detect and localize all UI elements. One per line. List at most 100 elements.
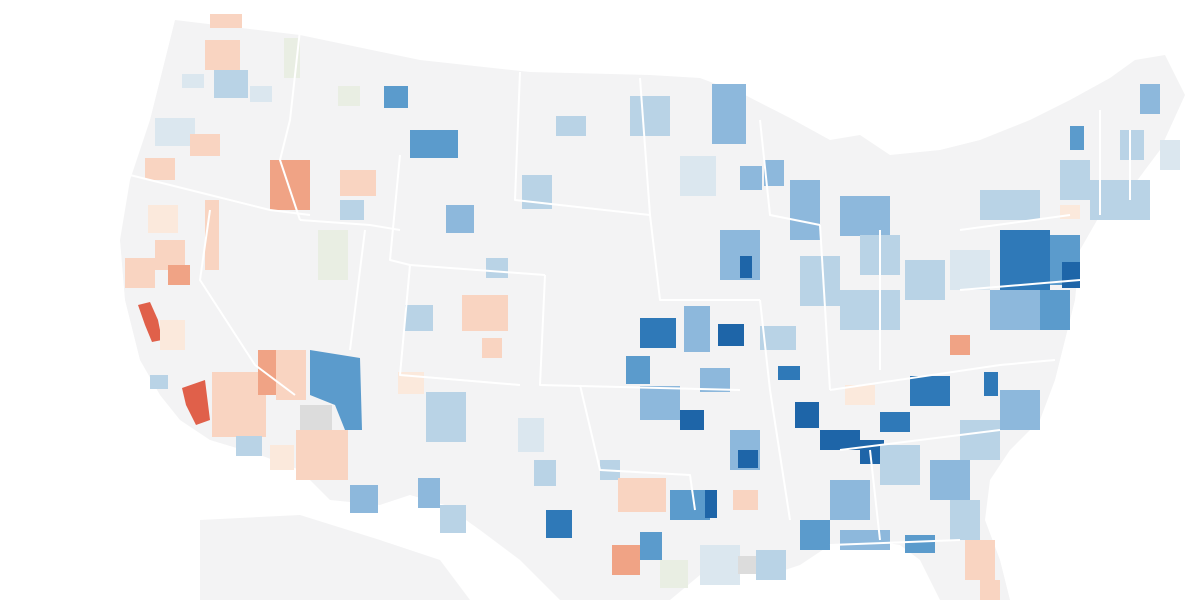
metro-region[interactable] bbox=[205, 40, 240, 70]
metro-region[interactable] bbox=[712, 84, 746, 144]
metro-region[interactable] bbox=[138, 302, 162, 342]
metro-region[interactable] bbox=[150, 375, 168, 389]
metro-region[interactable] bbox=[1070, 126, 1084, 150]
metro-region[interactable] bbox=[212, 372, 266, 437]
metro-region[interactable] bbox=[700, 368, 730, 392]
metro-region[interactable] bbox=[410, 130, 458, 158]
metro-region[interactable] bbox=[270, 445, 294, 470]
metro-region[interactable] bbox=[845, 385, 875, 405]
metro-region[interactable] bbox=[1040, 290, 1070, 330]
metro-region[interactable] bbox=[733, 490, 758, 510]
metro-region[interactable] bbox=[534, 460, 556, 486]
metro-region[interactable] bbox=[462, 295, 508, 331]
metro-region[interactable] bbox=[880, 412, 910, 432]
metro-region[interactable] bbox=[740, 166, 762, 190]
metro-region[interactable] bbox=[1000, 390, 1040, 430]
metro-region[interactable] bbox=[790, 180, 820, 240]
metro-region[interactable] bbox=[1000, 230, 1050, 290]
metro-region[interactable] bbox=[840, 530, 890, 550]
metro-region[interactable] bbox=[155, 118, 195, 146]
metro-region[interactable] bbox=[950, 335, 970, 355]
metro-region[interactable] bbox=[446, 205, 474, 233]
metro-region[interactable] bbox=[190, 134, 220, 156]
metro-region[interactable] bbox=[340, 170, 376, 196]
metro-region[interactable] bbox=[148, 205, 178, 233]
metro-region[interactable] bbox=[546, 510, 572, 538]
metro-region[interactable] bbox=[905, 535, 935, 553]
metro-region[interactable] bbox=[310, 350, 362, 430]
metro-region[interactable] bbox=[486, 258, 508, 278]
metro-region[interactable] bbox=[800, 520, 830, 550]
metro-region[interactable] bbox=[800, 256, 840, 306]
metro-region[interactable] bbox=[660, 560, 688, 588]
metro-region[interactable] bbox=[418, 478, 440, 508]
metro-region[interactable] bbox=[296, 430, 348, 480]
metro-region[interactable] bbox=[640, 386, 680, 420]
metro-region[interactable] bbox=[1062, 262, 1080, 288]
metro-region[interactable] bbox=[756, 550, 786, 580]
metro-region[interactable] bbox=[640, 532, 662, 560]
metro-region[interactable] bbox=[984, 372, 998, 396]
metro-region[interactable] bbox=[214, 70, 248, 98]
metro-region[interactable] bbox=[556, 116, 586, 136]
metro-region[interactable] bbox=[270, 160, 310, 210]
metro-region[interactable] bbox=[795, 402, 819, 428]
metro-region[interactable] bbox=[618, 478, 666, 512]
metro-region[interactable] bbox=[778, 366, 800, 380]
metro-region[interactable] bbox=[705, 490, 717, 518]
metro-region[interactable] bbox=[236, 436, 262, 456]
metro-region[interactable] bbox=[125, 258, 155, 288]
metro-region[interactable] bbox=[840, 290, 900, 330]
metro-region[interactable] bbox=[426, 392, 466, 442]
metro-region[interactable] bbox=[405, 305, 433, 331]
metro-region[interactable] bbox=[680, 156, 716, 196]
metro-region[interactable] bbox=[1120, 130, 1144, 160]
metro-region[interactable] bbox=[960, 420, 1000, 460]
metro-region[interactable] bbox=[910, 376, 950, 406]
metro-region[interactable] bbox=[820, 430, 860, 450]
metro-region[interactable] bbox=[718, 324, 744, 346]
metro-region[interactable] bbox=[168, 265, 190, 285]
metro-region[interactable] bbox=[145, 158, 175, 180]
metro-region[interactable] bbox=[612, 545, 640, 575]
metro-region[interactable] bbox=[626, 356, 650, 384]
metro-region[interactable] bbox=[518, 418, 544, 452]
metro-region[interactable] bbox=[340, 200, 364, 220]
metro-region[interactable] bbox=[738, 556, 756, 574]
metro-region[interactable] bbox=[1140, 84, 1160, 114]
metro-region[interactable] bbox=[980, 190, 1040, 220]
metro-region[interactable] bbox=[440, 505, 466, 533]
metro-region[interactable] bbox=[740, 256, 752, 278]
metro-region[interactable] bbox=[482, 338, 502, 358]
metro-region[interactable] bbox=[680, 410, 704, 430]
metro-region[interactable] bbox=[318, 230, 348, 280]
metro-region[interactable] bbox=[830, 480, 870, 520]
metro-region[interactable] bbox=[1060, 160, 1090, 200]
metro-region[interactable] bbox=[738, 450, 758, 468]
metro-region[interactable] bbox=[905, 260, 945, 300]
metro-region[interactable] bbox=[880, 445, 920, 485]
metro-region[interactable] bbox=[684, 306, 710, 352]
metro-region[interactable] bbox=[950, 500, 980, 540]
metro-region[interactable] bbox=[250, 86, 272, 102]
metro-region[interactable] bbox=[965, 540, 995, 580]
metro-region[interactable] bbox=[630, 96, 670, 136]
metro-region[interactable] bbox=[398, 372, 424, 394]
metro-region[interactable] bbox=[640, 318, 676, 348]
metro-region[interactable] bbox=[350, 485, 378, 513]
metro-region[interactable] bbox=[338, 86, 360, 106]
metro-region[interactable] bbox=[930, 460, 970, 500]
metro-region[interactable] bbox=[700, 545, 740, 585]
metro-region[interactable] bbox=[182, 74, 204, 88]
metro-region[interactable] bbox=[764, 160, 784, 186]
metro-region[interactable] bbox=[182, 380, 210, 425]
metro-region[interactable] bbox=[840, 196, 890, 236]
metro-region[interactable] bbox=[210, 14, 242, 28]
metro-region[interactable] bbox=[950, 250, 990, 290]
metro-region[interactable] bbox=[1160, 140, 1180, 170]
metro-region[interactable] bbox=[990, 290, 1040, 330]
metro-region[interactable] bbox=[980, 580, 1000, 600]
metro-region[interactable] bbox=[670, 490, 710, 520]
metro-region[interactable] bbox=[160, 320, 185, 350]
metro-region[interactable] bbox=[384, 86, 408, 108]
